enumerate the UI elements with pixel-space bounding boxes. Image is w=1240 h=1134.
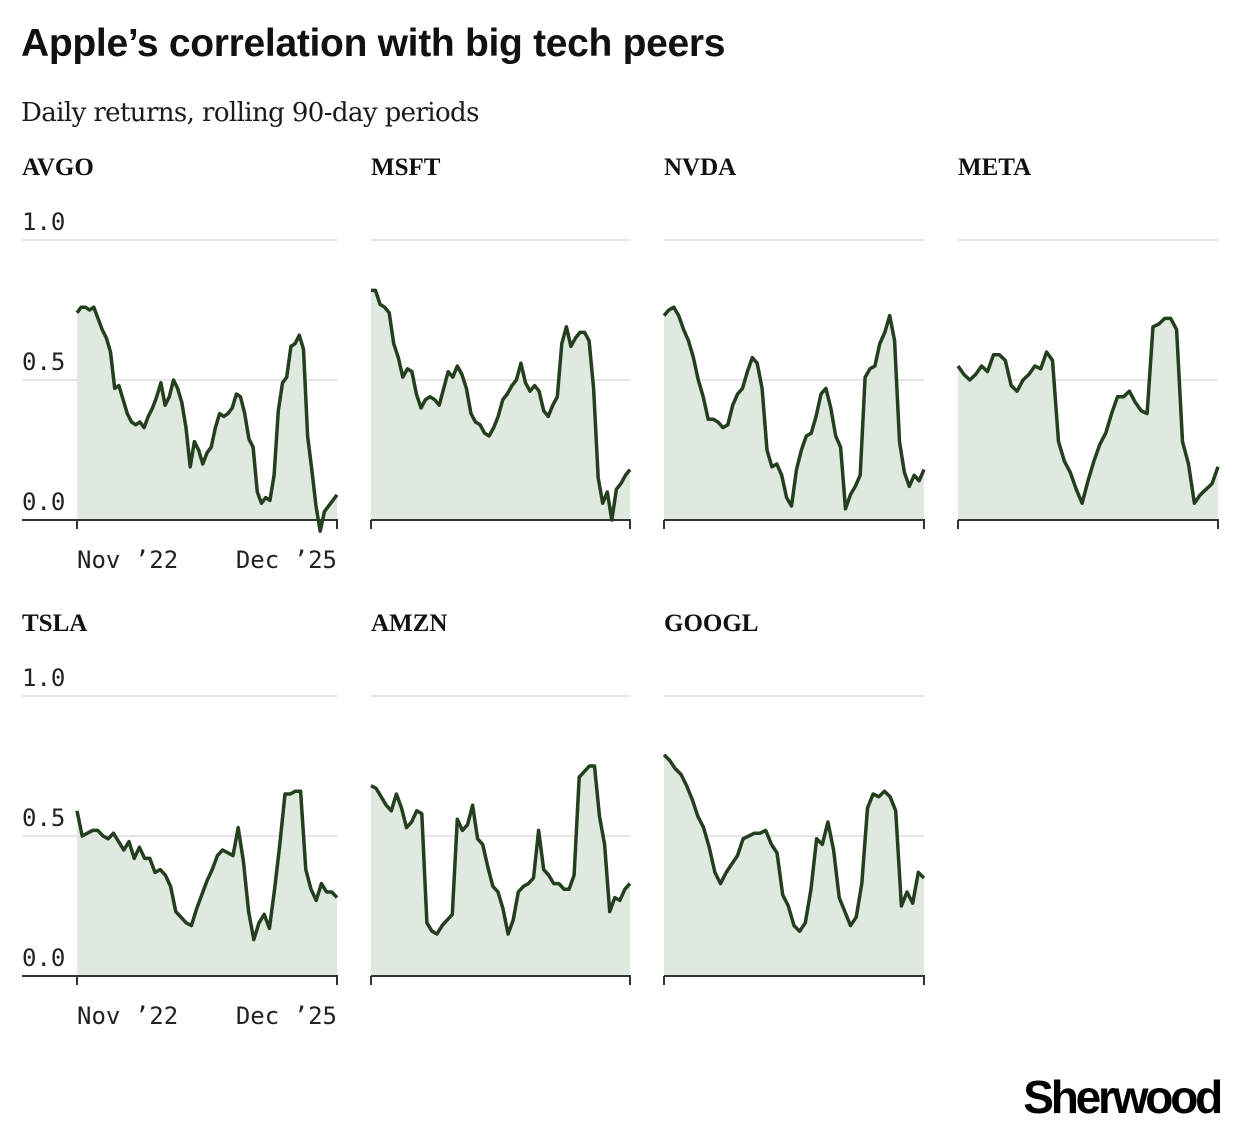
x-tick-label-start: Nov ’22 (77, 1002, 178, 1030)
chart-subtitle: Daily returns, rolling 90-day periods (21, 98, 479, 128)
panel-title-tsla: TSLA (22, 610, 88, 637)
area-fill-avgo (77, 307, 337, 532)
series-line-tsla (75, 789, 339, 942)
panel-title-nvda: NVDA (664, 154, 737, 181)
panel-title-amzn: AMZN (371, 610, 448, 637)
panel-title-msft: MSFT (371, 154, 441, 181)
series-line-googl (662, 753, 926, 933)
area-fill-amzn (371, 766, 630, 976)
series-line-meta (956, 316, 1220, 505)
panel-title-meta: META (958, 154, 1032, 181)
area-fill-nvda (664, 307, 924, 520)
y-tick-label: 1.0 (22, 208, 65, 236)
panel-title-avgo: AVGO (22, 154, 94, 181)
y-tick-label: 1.0 (22, 664, 65, 692)
series-line-nvda (662, 305, 926, 511)
x-tick-label-start: Nov ’22 (77, 546, 178, 574)
sherwood-logo: Sherwood (1023, 1071, 1223, 1123)
area-fill-msft (371, 290, 630, 520)
y-tick-label: 0.5 (22, 804, 65, 832)
x-tick-label-end: Dec ’25 (236, 546, 337, 574)
y-tick-label: 0.0 (22, 944, 65, 972)
series-line-avgo (75, 305, 339, 533)
y-tick-label: 0.0 (22, 488, 65, 516)
area-fill-meta (958, 318, 1218, 520)
y-tick-label: 0.5 (22, 348, 65, 376)
series-line-amzn (370, 764, 632, 936)
x-tick-label-end: Dec ’25 (236, 1002, 337, 1030)
chart-title: Apple’s correlation with big tech peers (21, 22, 726, 65)
area-fill-googl (664, 754, 924, 976)
series-line-msft (371, 288, 632, 522)
panel-title-googl: GOOGL (664, 610, 759, 637)
